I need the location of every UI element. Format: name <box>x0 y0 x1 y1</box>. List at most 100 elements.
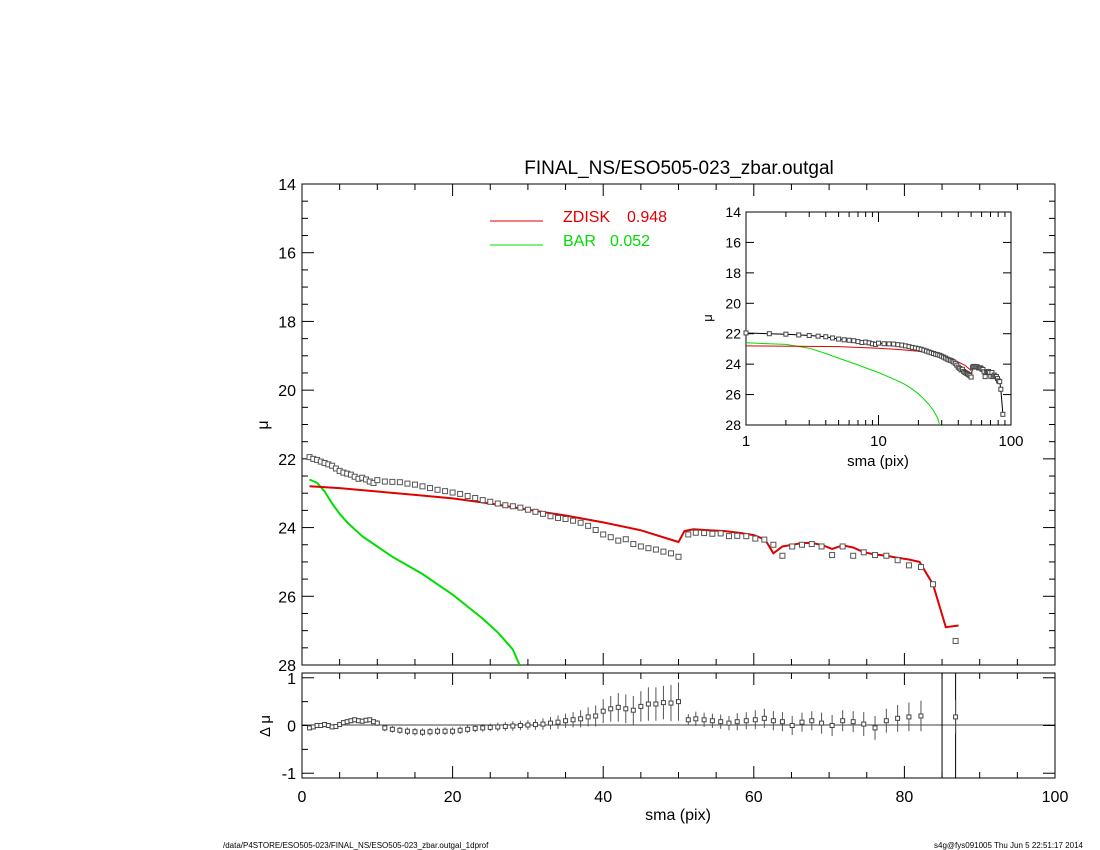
observed-point <box>494 500 501 507</box>
inset-observed-point <box>895 342 901 348</box>
residual-point <box>419 729 425 735</box>
legend-zdisk-value: 0.948 <box>627 209 667 226</box>
observed-points <box>306 454 959 644</box>
footer-path: /data/P4STORE/ESO505-023/FINAL_NS/ESO505… <box>223 841 489 850</box>
observed-point <box>761 536 768 543</box>
inset-y-tick-label: 24 <box>725 356 741 372</box>
legend-bar-value: 0.052 <box>610 233 650 250</box>
observed-point <box>850 552 857 559</box>
observed-point <box>539 510 546 517</box>
residual-point <box>779 719 785 725</box>
observed-point <box>509 503 516 510</box>
observed-point <box>692 529 699 536</box>
observed-point <box>419 483 426 490</box>
main-y-tick-label: 18 <box>278 314 296 331</box>
observed-point <box>411 481 418 488</box>
observed-point <box>449 489 456 496</box>
observed-point <box>457 490 464 497</box>
residual-point <box>578 716 584 722</box>
inset-panel: 14 16 18 20 22 24 26 281 10 100 μ sma (pix) <box>700 204 1024 470</box>
residual-point <box>532 722 538 728</box>
residual-point <box>653 701 659 707</box>
residual-point <box>397 727 403 733</box>
residual-points <box>307 682 959 740</box>
residual-y-tick-label: -1 <box>282 766 296 783</box>
x-axis-label: sma (pix) <box>645 807 711 824</box>
residual-point <box>585 714 591 720</box>
residual-point <box>495 724 501 730</box>
observed-point <box>464 492 471 499</box>
residual-point <box>668 700 674 706</box>
observed-point <box>381 478 388 485</box>
observed-point <box>752 535 759 542</box>
observed-point <box>717 530 724 537</box>
inset-observed-point <box>823 334 829 340</box>
inset-observed-point <box>783 331 789 337</box>
residual-point <box>563 718 569 724</box>
residual-ticks: 10-10 20 40 60 80 100 <box>282 671 1069 806</box>
residual-point <box>660 700 666 706</box>
observed-point <box>743 533 750 540</box>
inset-x-tick-label: 100 <box>998 433 1023 450</box>
residual-point <box>435 728 441 734</box>
residual-point <box>743 718 749 724</box>
x-tick-label: 100 <box>1042 789 1069 806</box>
observed-point <box>808 541 815 548</box>
residual-point <box>685 717 691 723</box>
observed-point <box>685 531 692 538</box>
inset-observed-point <box>796 332 802 338</box>
inset-y-tick-label: 16 <box>725 234 741 250</box>
residual-point <box>861 721 867 727</box>
residual-point <box>404 728 410 734</box>
inset-observed-point <box>815 333 821 339</box>
residual-point <box>502 723 508 729</box>
zdisk-series <box>309 485 959 629</box>
residual-panel: 10-10 20 40 60 80 100 Δ μ sma (pix) <box>257 671 1068 824</box>
observed-point <box>917 564 924 571</box>
inset-y-tick-label: 20 <box>725 295 741 311</box>
observed-point <box>389 478 396 485</box>
zdisk-line <box>309 485 959 629</box>
observed-point <box>872 552 879 559</box>
observed-point <box>883 552 890 559</box>
observed-point <box>570 517 577 524</box>
main-panel: 14 16 18 20 22 24 26 28 μ ZDISK 0.948 BAR 0.052 <box>255 177 1056 675</box>
x-tick-label: 0 <box>298 789 307 806</box>
residual-point <box>374 720 380 726</box>
main-y-axis-label: μ <box>255 420 272 429</box>
observed-point <box>472 495 479 502</box>
observed-point <box>374 477 381 484</box>
observed-point <box>660 548 667 555</box>
residual-point <box>412 729 418 735</box>
inset-observed-point <box>806 333 812 339</box>
residual-point <box>701 717 707 723</box>
observed-point <box>479 497 486 504</box>
inset-y-tick-label: 26 <box>725 387 741 403</box>
inset-observed-point <box>968 374 974 380</box>
observed-point <box>592 526 599 533</box>
observed-point <box>652 546 659 553</box>
residual-point <box>517 723 523 728</box>
observed-point <box>517 504 524 511</box>
residual-point <box>623 706 629 712</box>
residual-point <box>799 719 805 725</box>
main-y-tick-label: 16 <box>278 246 296 263</box>
observed-point <box>709 530 716 537</box>
observed-point <box>630 541 637 548</box>
inset-x-tick-label: 10 <box>870 433 887 450</box>
inset-observed-point <box>851 338 857 344</box>
observed-point <box>779 552 786 559</box>
observed-point <box>622 536 629 543</box>
inset-observed-point <box>766 331 772 337</box>
residual-point <box>480 725 486 731</box>
inset-observed-point <box>836 336 842 342</box>
observed-point <box>555 514 562 521</box>
inset-observed-point <box>841 337 847 343</box>
main-y-ticks: 14 16 18 20 22 24 26 28 <box>278 177 1055 675</box>
observed-point <box>562 515 569 522</box>
residual-point <box>630 707 636 713</box>
residual-point <box>638 703 644 709</box>
residual-point <box>709 718 715 724</box>
observed-point <box>701 530 708 537</box>
